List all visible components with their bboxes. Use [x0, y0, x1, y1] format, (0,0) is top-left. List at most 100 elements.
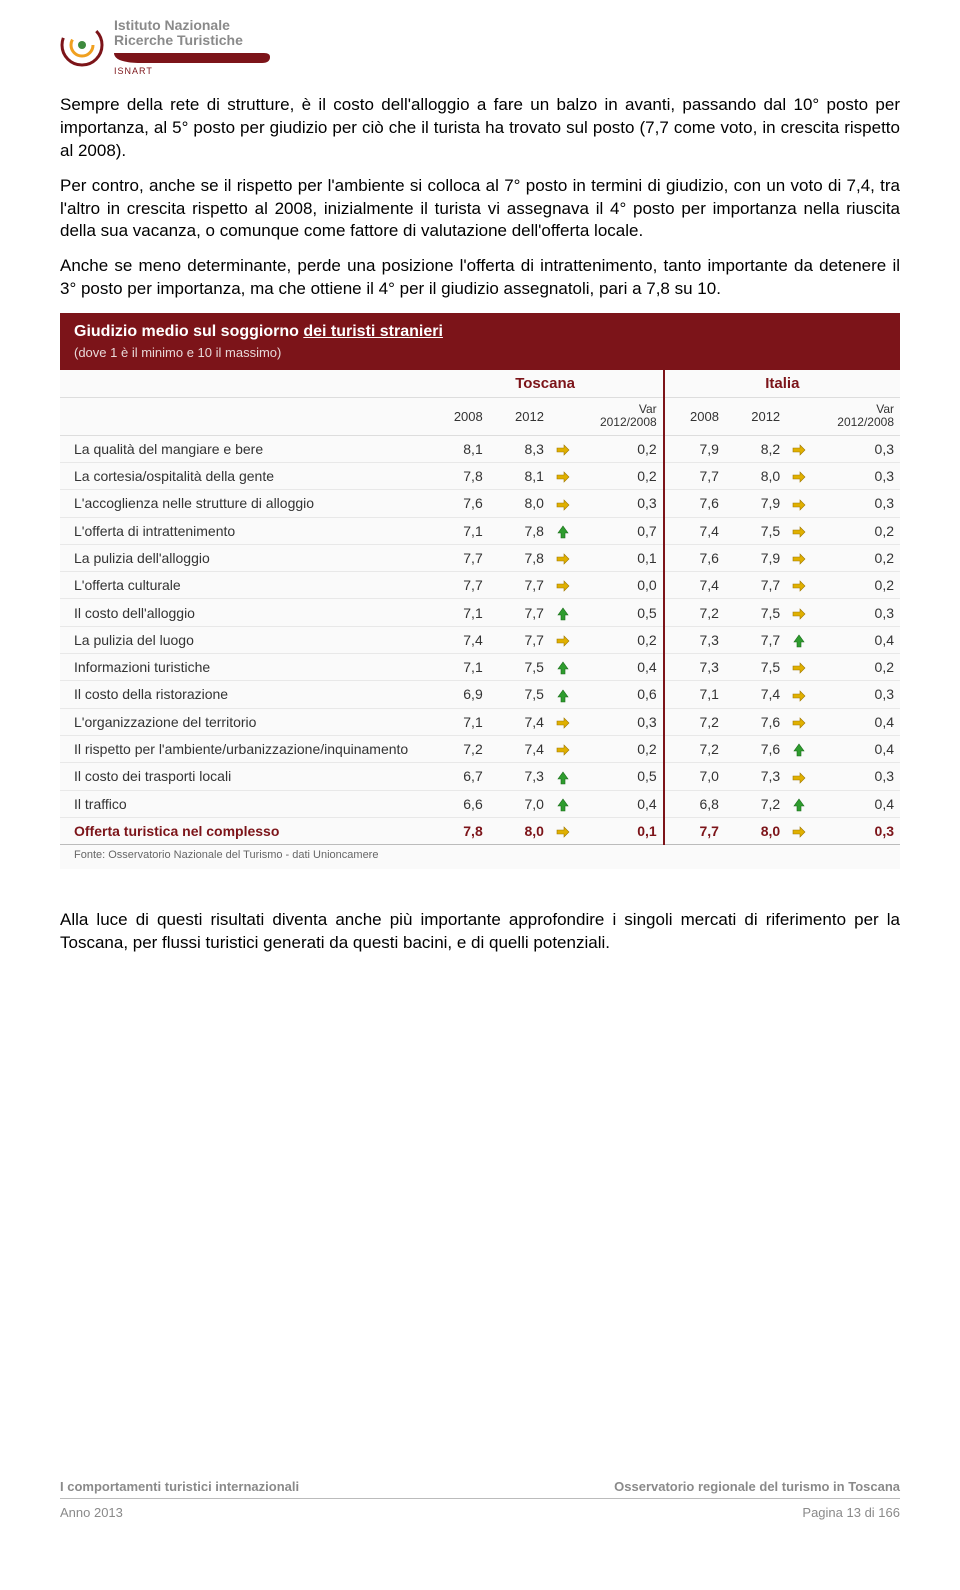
cell-t08: 7,2 [428, 735, 489, 762]
table-row: La qualità del mangiare e bere8,18,3 0,27… [60, 435, 900, 462]
cell-t08: 7,7 [428, 572, 489, 599]
cell-t-arrow [550, 599, 585, 626]
row-label: Il rispetto per l'ambiente/urbanizzazion… [60, 735, 428, 762]
table-row: Il traffico6,67,00,46,87,20,4 [60, 790, 900, 817]
org-name-line1: Istituto Nazionale [114, 18, 272, 33]
cell-i12: 7,6 [725, 708, 786, 735]
cell-i08: 7,7 [664, 462, 725, 489]
row-label: La pulizia dell'alloggio [60, 544, 428, 571]
table-source-note: Fonte: Osservatorio Nazionale del Turism… [60, 845, 900, 869]
cell-ivar: 0,4 [821, 790, 900, 817]
row-label: Il costo della ristorazione [60, 681, 428, 708]
cell-i08: 7,6 [664, 490, 725, 517]
cell-i-arrow [786, 626, 821, 653]
org-acronym: ISNART [114, 66, 272, 76]
cell-t-arrow [550, 763, 585, 790]
col-t-2012: 2012 [489, 398, 550, 435]
cell-t08: 7,7 [428, 544, 489, 571]
cell-i-arrow [786, 708, 821, 735]
cell-tvar: 0,0 [585, 572, 664, 599]
row-label: Il traffico [60, 790, 428, 817]
cell-ivar: 0,2 [821, 517, 900, 544]
cell-t08: 7,6 [428, 490, 489, 517]
cell-tvar: 0,4 [585, 654, 664, 681]
cell-tvar: 0,6 [585, 681, 664, 708]
cell-ivar: 0,4 [821, 626, 900, 653]
cell-i-arrow [786, 681, 821, 708]
cell-t-arrow [550, 626, 585, 653]
cell-t12: 7,8 [489, 517, 550, 544]
cell-t08: 8,1 [428, 435, 489, 462]
row-label: La cortesia/ospitalità della gente [60, 462, 428, 489]
cell-t12: 7,4 [489, 708, 550, 735]
cell-ivar: 0,3 [821, 435, 900, 462]
cell-t12: 8,3 [489, 435, 550, 462]
table-title-prefix: Giudizio medio sul soggiorno [74, 323, 303, 340]
cell-tvar: 0,2 [585, 435, 664, 462]
cell-tvar: 0,5 [585, 763, 664, 790]
sum-t08: 7,8 [428, 817, 489, 844]
org-name-line2: Ricerche Turistiche [114, 33, 272, 48]
sum-i08: 7,7 [664, 817, 725, 844]
cell-t12: 8,1 [489, 462, 550, 489]
cell-i-arrow [786, 572, 821, 599]
cell-i08: 7,9 [664, 435, 725, 462]
cell-t-arrow [550, 708, 585, 735]
cell-i12: 7,6 [725, 735, 786, 762]
cell-t08: 6,9 [428, 681, 489, 708]
cell-i12: 7,9 [725, 490, 786, 517]
row-label: L'offerta culturale [60, 572, 428, 599]
cell-ivar: 0,4 [821, 708, 900, 735]
row-label: La qualità del mangiare e bere [60, 435, 428, 462]
cell-i12: 8,0 [725, 462, 786, 489]
cell-i08: 7,2 [664, 735, 725, 762]
cell-i08: 7,2 [664, 599, 725, 626]
cell-t-arrow [550, 681, 585, 708]
table-row: Il rispetto per l'ambiente/urbanizzazion… [60, 735, 900, 762]
cell-i08: 6,8 [664, 790, 725, 817]
cell-i-arrow [786, 790, 821, 817]
group-header-toscana: Toscana [428, 370, 664, 398]
isnart-logo-icon [60, 23, 104, 70]
cell-tvar: 0,2 [585, 626, 664, 653]
body-para-3: Anche se meno determinante, perde una po… [60, 255, 900, 301]
row-label: L'organizzazione del territorio [60, 708, 428, 735]
table-row: Il costo della ristorazione6,97,50,67,17… [60, 681, 900, 708]
cell-ivar: 0,2 [821, 654, 900, 681]
cell-t12: 7,7 [489, 599, 550, 626]
cell-i12: 7,7 [725, 572, 786, 599]
cell-i08: 7,6 [664, 544, 725, 571]
cell-i12: 7,4 [725, 681, 786, 708]
cell-t-arrow [550, 517, 585, 544]
table-row: Informazioni turistiche7,17,50,47,37,50,… [60, 654, 900, 681]
cell-i-arrow [786, 599, 821, 626]
cell-t12: 7,0 [489, 790, 550, 817]
table-row: L'offerta culturale7,77,70,07,47,70,2 [60, 572, 900, 599]
sum-t12: 8,0 [489, 817, 550, 844]
table-title-underline: dei turisti stranieri [303, 323, 443, 340]
cell-tvar: 0,2 [585, 462, 664, 489]
cell-t08: 7,1 [428, 708, 489, 735]
sum-t-arrow [550, 817, 585, 844]
table-row: La pulizia dell'alloggio7,77,80,17,67,90… [60, 544, 900, 571]
footer-left-bottom: Anno 2013 [60, 1505, 123, 1520]
cell-t-arrow [550, 735, 585, 762]
cell-t08: 6,7 [428, 763, 489, 790]
cell-i-arrow [786, 544, 821, 571]
sum-tvar: 0,1 [585, 817, 664, 844]
cell-t12: 8,0 [489, 490, 550, 517]
cell-t12: 7,4 [489, 735, 550, 762]
cell-i-arrow [786, 435, 821, 462]
cell-t08: 7,4 [428, 626, 489, 653]
footer-right-top: Osservatorio regionale del turismo in To… [614, 1479, 900, 1494]
sum-i12: 8,0 [725, 817, 786, 844]
col-i-var: Var2012/2008 [821, 398, 900, 435]
cell-i-arrow [786, 490, 821, 517]
table-row: La cortesia/ospitalità della gente7,88,1… [60, 462, 900, 489]
cell-i12: 7,3 [725, 763, 786, 790]
cell-t08: 6,6 [428, 790, 489, 817]
cell-ivar: 0,2 [821, 572, 900, 599]
col-t-var: Var2012/2008 [585, 398, 664, 435]
cell-ivar: 0,3 [821, 490, 900, 517]
cell-t08: 7,1 [428, 517, 489, 544]
